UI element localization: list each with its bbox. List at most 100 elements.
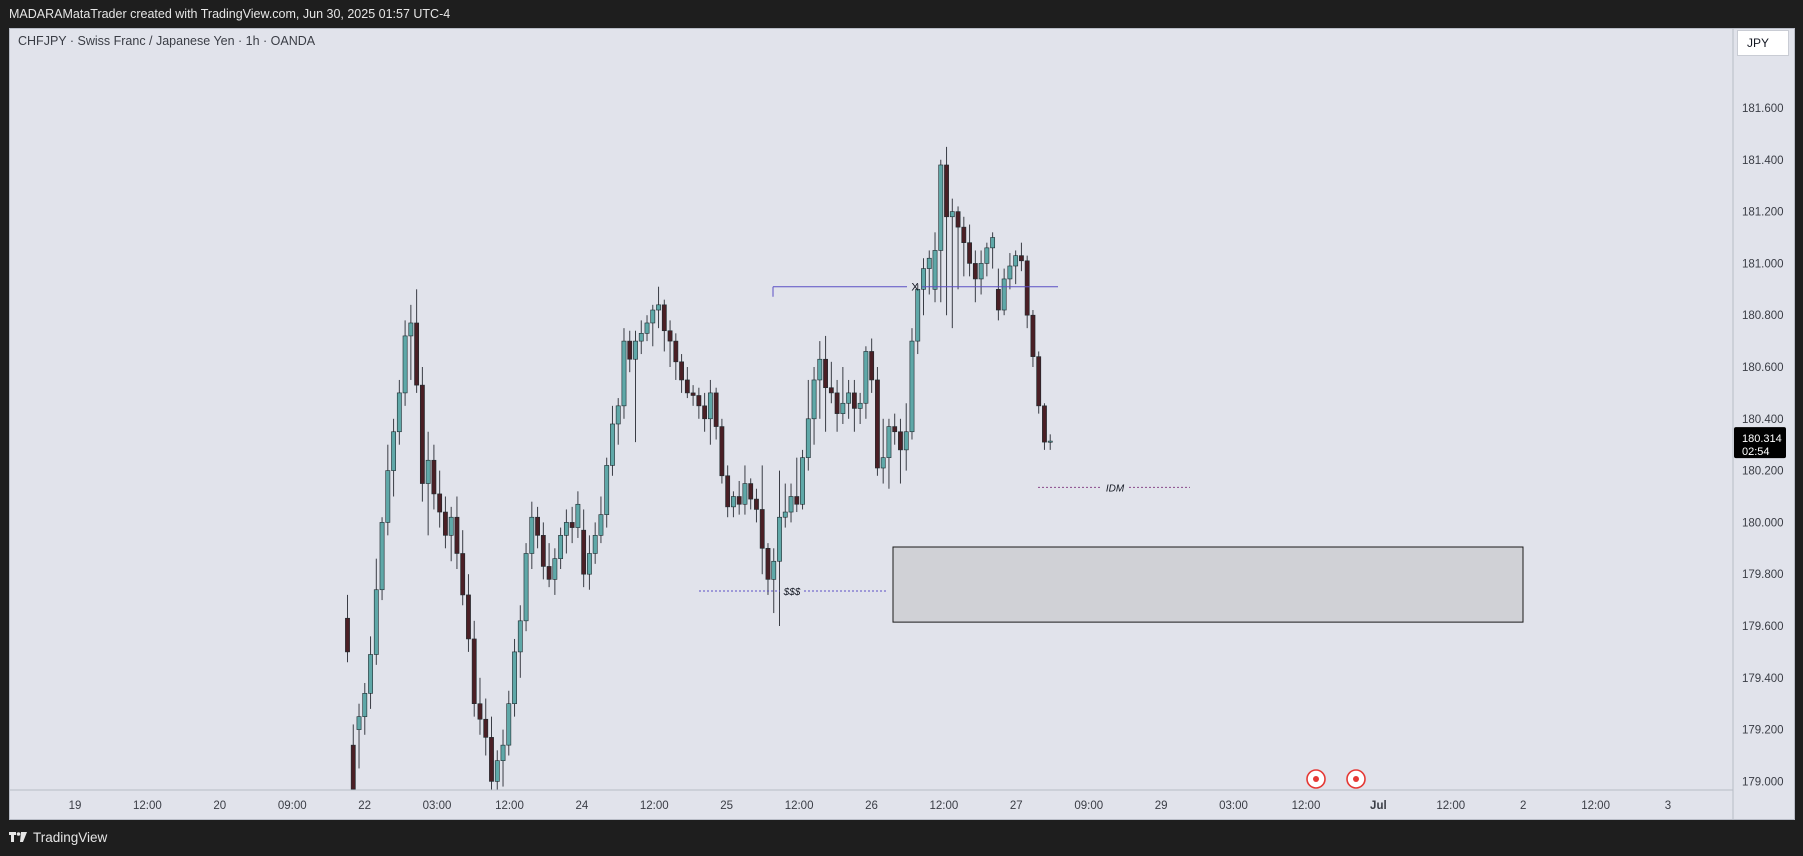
bullish-candle [587, 553, 592, 575]
bearish-candle [690, 392, 696, 396]
bullish-candle [777, 516, 782, 562]
bullish-candle [863, 351, 869, 404]
bullish-candle [523, 553, 529, 622]
time-tick-label: 03:00 [1219, 800, 1248, 812]
price-tick-label: 179.800 [1742, 569, 1784, 581]
time-tick-label: 12:00 [133, 800, 162, 812]
time-tick-label: 25 [720, 800, 733, 812]
bullish-candle [529, 516, 535, 554]
time-tick-label: 12:00 [495, 800, 524, 812]
bullish-candle [805, 418, 811, 458]
bullish-candle [742, 483, 748, 505]
bearish-candle [661, 304, 667, 332]
bullish-candle [517, 620, 523, 653]
bearish-candle [736, 496, 742, 505]
bearish-candle [892, 426, 898, 433]
bullish-candle [915, 288, 921, 342]
bar-countdown: 02:54 [1742, 446, 1770, 458]
chart-pane[interactable] [9, 28, 1795, 820]
bearish-candle [1030, 314, 1036, 357]
bullish-candle [356, 716, 362, 730]
bullish-candle [615, 405, 621, 425]
bearish-candle [748, 483, 754, 500]
time-tick-label: 2 [1520, 800, 1526, 812]
price-tick-label: 179.000 [1742, 776, 1784, 788]
time-tick-label: 26 [865, 800, 878, 812]
bullish-candle [857, 402, 863, 409]
price-tick-label: 181.400 [1742, 155, 1784, 167]
bearish-candle [1042, 405, 1047, 443]
bearish-candle [684, 379, 690, 394]
currency-button[interactable]: JPY [1737, 30, 1789, 56]
time-tick-label: 29 [1155, 800, 1168, 812]
price-tick-label: 180.400 [1742, 414, 1784, 426]
bullish-candle [880, 457, 886, 469]
bearish-candle [719, 426, 725, 477]
bearish-candle [1036, 356, 1042, 407]
time-tick-label: 24 [575, 800, 588, 812]
bearish-candle [955, 211, 961, 228]
bearish-candle [869, 351, 875, 381]
bullish-candle [921, 268, 926, 290]
symbol-info: CHFJPY · Swiss Franc / Japanese Yen · 1h… [18, 34, 316, 48]
bullish-candle [782, 511, 788, 518]
last-price-value: 180.314 [1742, 433, 1782, 445]
bearish-candle [673, 340, 679, 363]
event-marker-dot [1313, 776, 1319, 782]
bullish-candle [817, 358, 823, 381]
bearish-candle [345, 617, 350, 653]
bullish-candle [512, 651, 517, 705]
bearish-candle [483, 718, 489, 738]
bullish-candle [1001, 278, 1007, 311]
bullish-candle [368, 654, 373, 694]
bullish-candle [610, 423, 615, 466]
bearish-candle [431, 459, 437, 495]
idm-label: IDM [1106, 483, 1125, 494]
bullish-candle [396, 392, 402, 433]
bearish-candle [460, 553, 466, 596]
bearish-candle [1019, 255, 1024, 262]
bearish-candle [828, 387, 834, 394]
bullish-candle [448, 516, 454, 536]
time-tick-label: 12:00 [1436, 800, 1465, 812]
bullish-candle [558, 535, 564, 559]
price-tick-label: 179.400 [1742, 673, 1784, 685]
bearish-candle [898, 431, 903, 451]
bullish-candle [621, 340, 627, 407]
bullish-candle [886, 426, 892, 458]
bearish-candle [350, 744, 356, 790]
bearish-candle [851, 392, 857, 409]
bullish-candle [1013, 255, 1019, 267]
price-tick-label: 181.600 [1742, 103, 1784, 115]
bullish-candle [592, 535, 598, 554]
bullish-candle [494, 760, 500, 782]
bearish-candle [471, 638, 477, 705]
bullish-candle [402, 335, 408, 394]
bullish-candle [638, 333, 644, 342]
bearish-candle [754, 498, 759, 510]
bullish-candle [362, 693, 368, 717]
footer-brand: TradingView [33, 830, 108, 845]
bearish-candle [759, 509, 765, 549]
bearish-candle [1024, 260, 1030, 316]
bullish-candle [604, 465, 610, 515]
tradingview-logo-icon [9, 832, 27, 842]
bullish-candle [506, 703, 512, 746]
bullish-candle [633, 340, 638, 360]
time-tick-label: 12:00 [640, 800, 669, 812]
time-tick-label: 19 [69, 800, 82, 812]
order-block-zone [892, 546, 1524, 623]
bullish-candle [500, 744, 506, 761]
bearish-candle [794, 496, 800, 505]
bullish-candle [926, 257, 932, 269]
bearish-candle [961, 226, 967, 243]
bearish-candle [944, 164, 949, 218]
bearish-candle [823, 358, 828, 389]
bearish-candle [489, 737, 494, 782]
bearish-candle [437, 493, 443, 513]
bearish-candle [466, 594, 471, 640]
bullish-candle [938, 164, 944, 251]
time-tick-label: 09:00 [278, 800, 307, 812]
bearish-candle [627, 340, 633, 360]
